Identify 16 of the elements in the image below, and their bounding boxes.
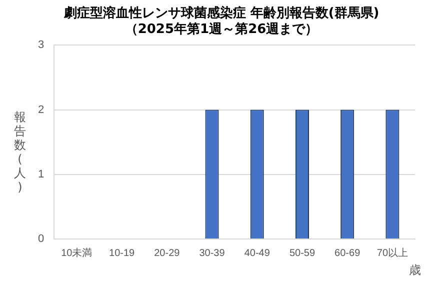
- y-tick-label: 3: [38, 39, 44, 52]
- y-tick-label: 0: [38, 233, 44, 246]
- x-tick-label: 40-49: [244, 248, 270, 259]
- x-tick-label: 10-19: [108, 248, 136, 259]
- y-axis-title: 報告数(人): [14, 110, 26, 194]
- x-tick-label: 10未満: [61, 246, 92, 259]
- x-tick-label: 30-39: [199, 248, 226, 259]
- x-axis-title: 歳: [409, 262, 421, 279]
- y-tick-label: 2: [38, 104, 44, 116]
- x-tick-label: 20-29: [154, 248, 180, 259]
- y-tick-label: 1: [38, 168, 44, 180]
- x-tick-label: 60-69: [334, 248, 361, 259]
- x-tick-label: 70以上: [376, 246, 408, 259]
- chart-subtitle: （2025年第1週～第26週まで）: [124, 22, 318, 37]
- x-tick-label: 50-59: [289, 248, 316, 259]
- chart-title: 劇症型溶血性レンサ球菌感染症 年齢別報告数(群馬県): [62, 5, 380, 22]
